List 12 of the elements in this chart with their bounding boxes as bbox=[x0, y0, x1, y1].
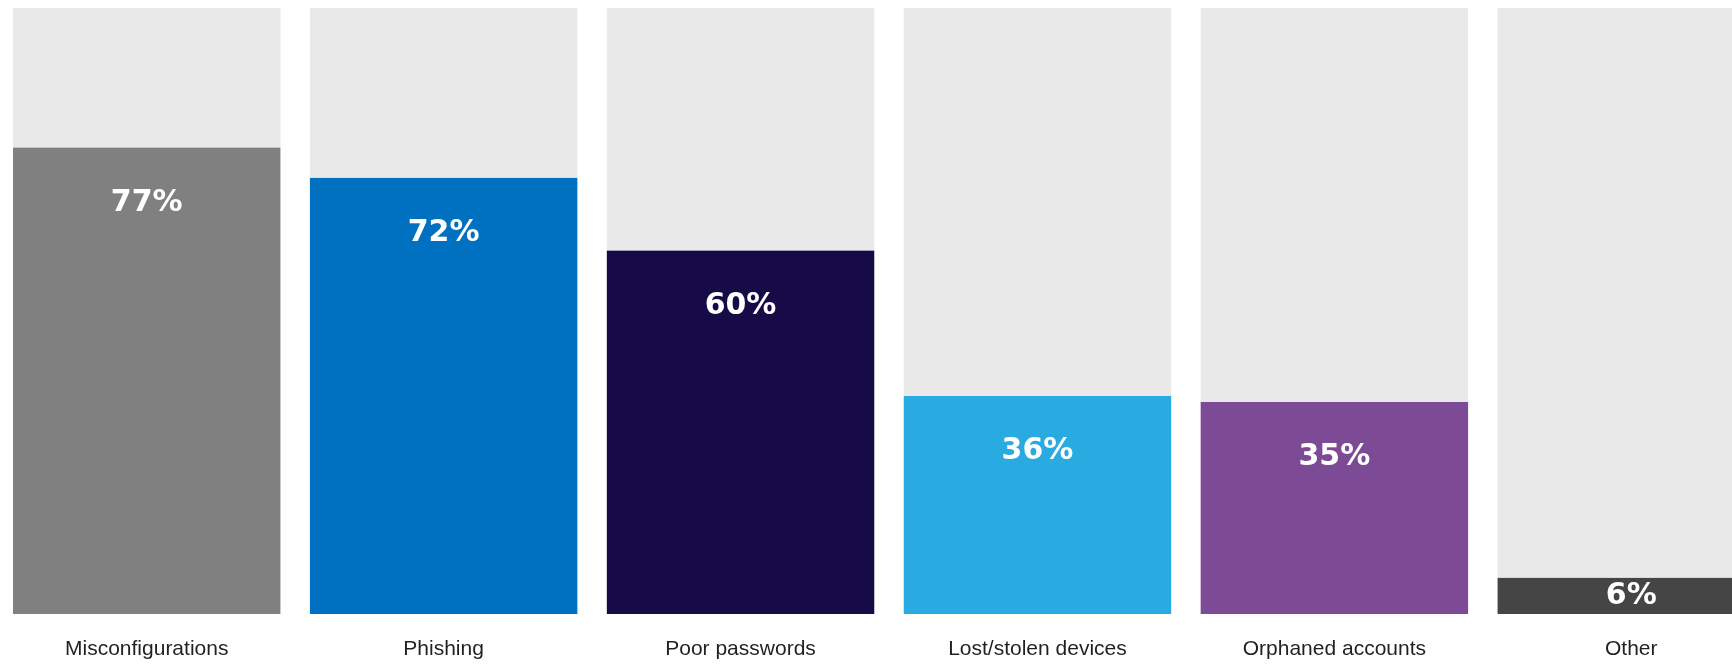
x-tick-label: Misconfigurations bbox=[65, 636, 229, 659]
data-label: 36% bbox=[1001, 431, 1074, 467]
data-label: 6% bbox=[1605, 576, 1657, 612]
x-tick-label: Other bbox=[1605, 636, 1658, 659]
x-tick-label: Poor passwords bbox=[665, 636, 816, 659]
x-tick-label: Lost/stolen devices bbox=[948, 636, 1127, 659]
data-label: 35% bbox=[1298, 437, 1371, 473]
data-label: 72% bbox=[407, 213, 480, 249]
x-tick-label: Phishing bbox=[403, 636, 484, 659]
x-tick-label: Orphaned accounts bbox=[1242, 636, 1427, 659]
data-label: 77% bbox=[110, 182, 183, 218]
data-label: 60% bbox=[704, 285, 777, 321]
